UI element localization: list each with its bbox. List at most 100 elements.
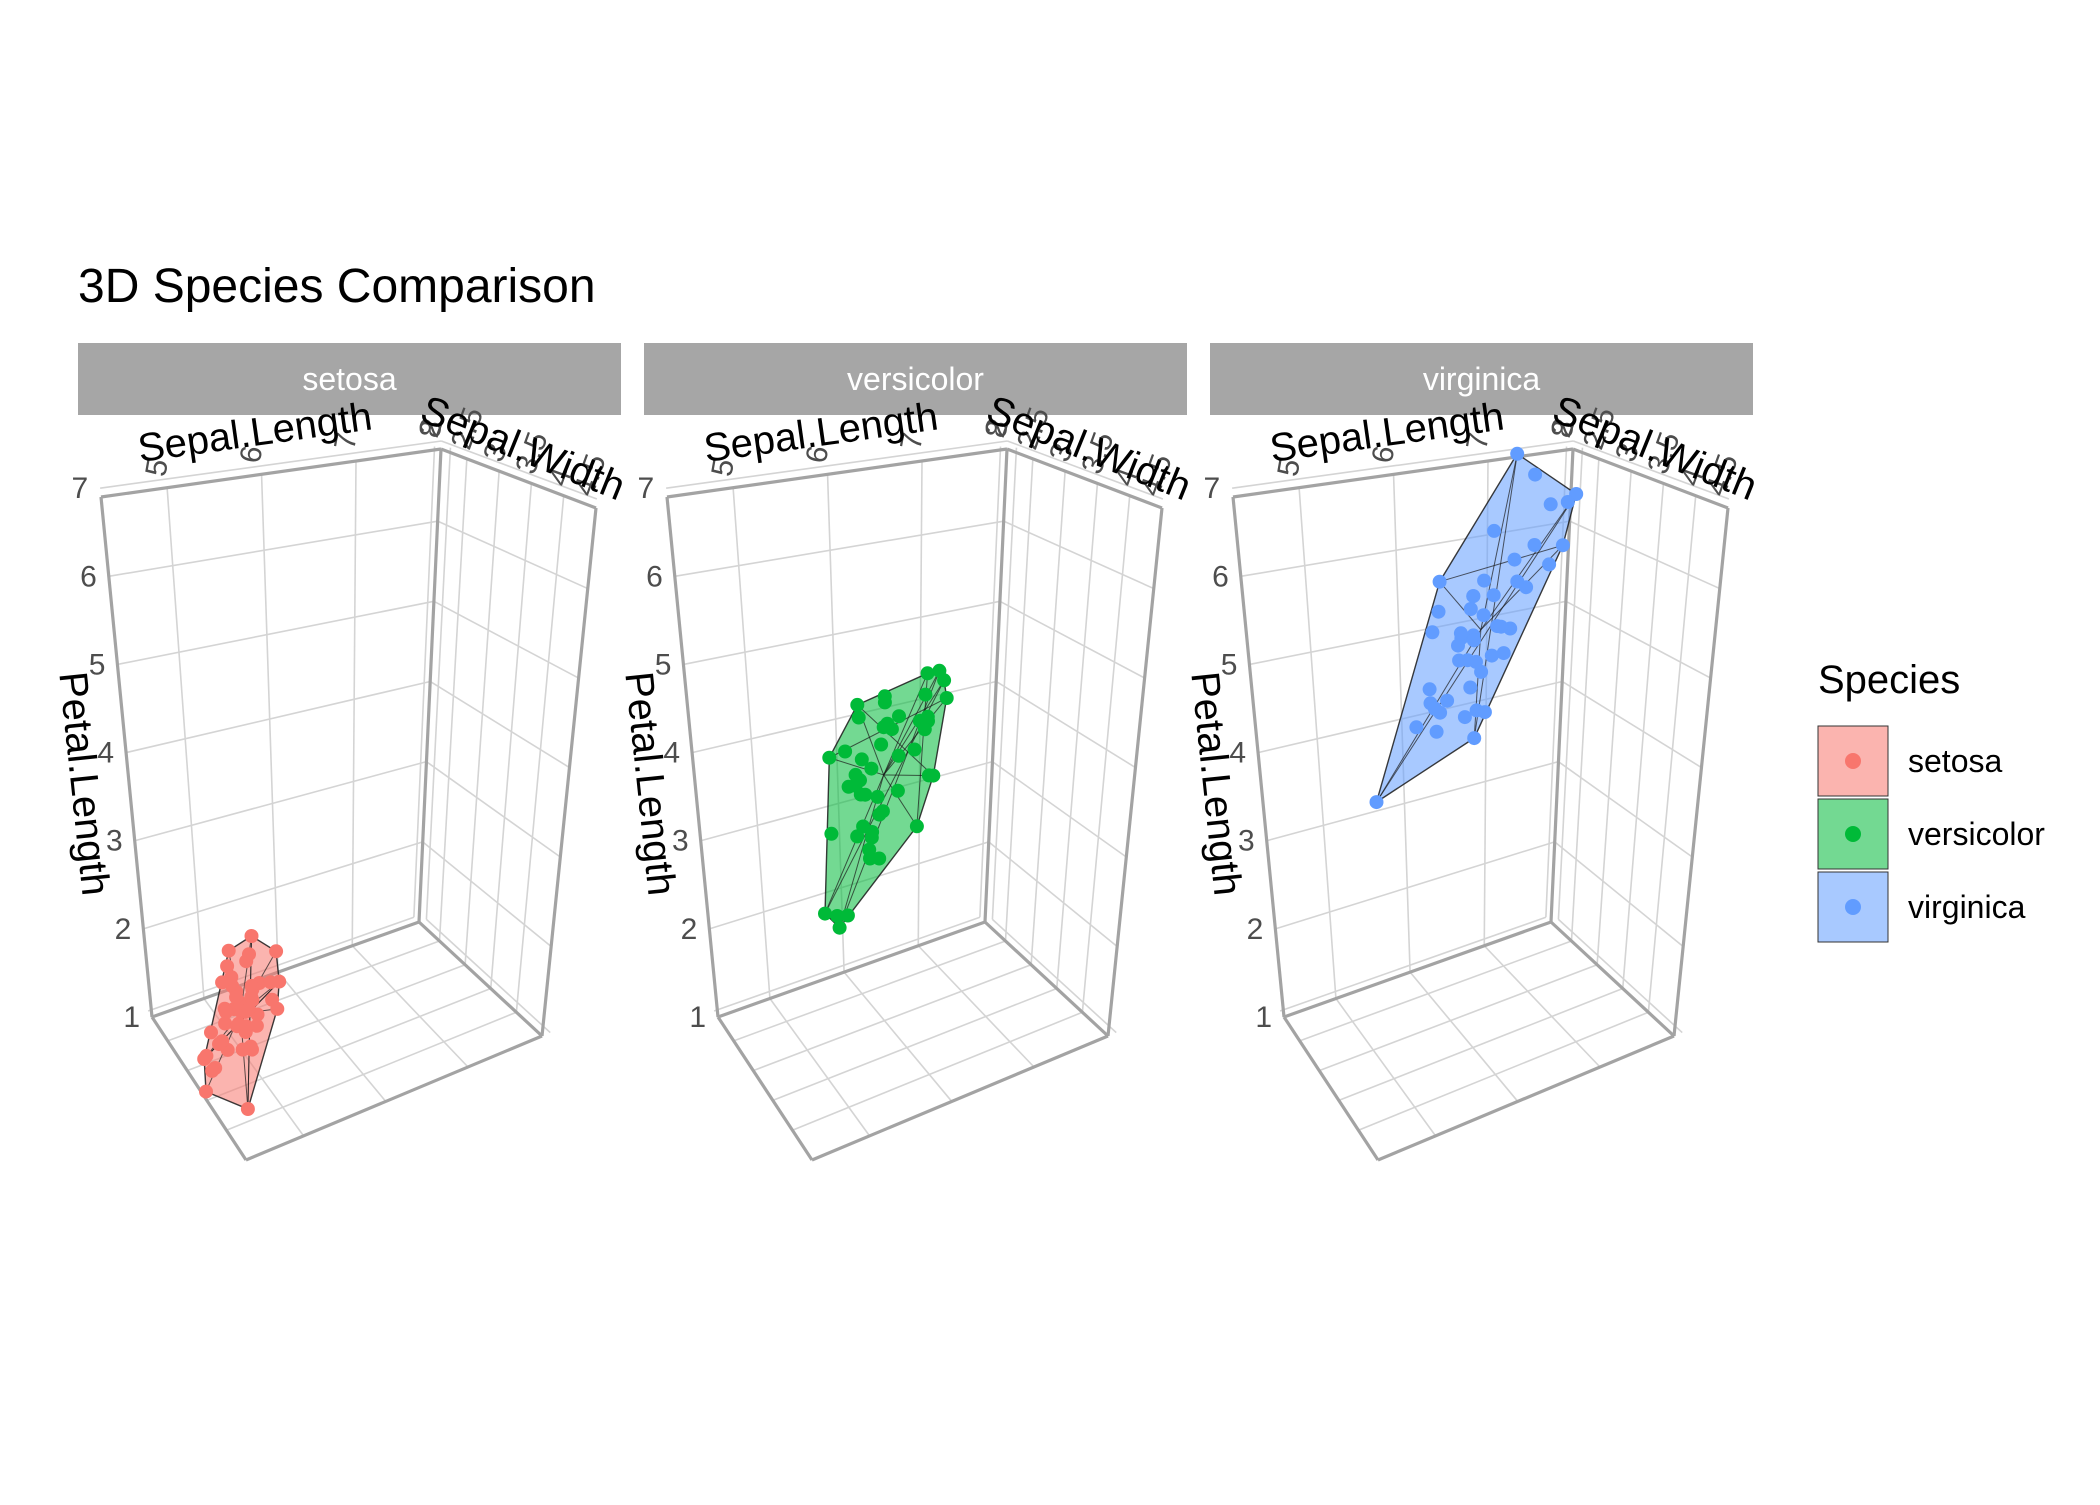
z-tick-label: 5 (1221, 648, 1238, 681)
back-wall-gridline-x (991, 447, 1018, 920)
floor-gridline-y (1318, 964, 1598, 1072)
data-point (1463, 680, 1478, 695)
data-point (249, 1018, 264, 1033)
x-tick-label: 6 (234, 443, 269, 465)
z-tick-label: 3 (1238, 825, 1255, 858)
data-point (204, 1025, 218, 1040)
x-tick-label: 7 (328, 430, 363, 452)
box-edge (417, 448, 443, 923)
floor-gridline-y (226, 1011, 517, 1131)
data-point (1477, 705, 1492, 720)
back-wall-gridline-z (666, 440, 1008, 489)
data-point (1425, 625, 1440, 640)
facet-strip: versicolor (644, 343, 1187, 415)
side-wall-gridline-y (438, 458, 468, 942)
z-tick-label: 2 (115, 913, 132, 946)
data-point (1440, 693, 1455, 708)
side-wall-gridline-y (464, 471, 500, 965)
data-point (1466, 633, 1481, 648)
box-edge (100, 447, 442, 499)
back-wall-gridline-x (260, 474, 279, 973)
panel-box-edges (99, 447, 598, 1162)
data-point (1409, 720, 1424, 735)
panel-box-edges (665, 447, 1164, 1162)
box-edge (1672, 507, 1730, 1037)
x-tick-label: 6 (1366, 443, 1401, 465)
floor-gridline-y (1279, 916, 1547, 1012)
side-wall-gridline-z (991, 761, 1127, 858)
floor-gridline-y (1358, 1011, 1649, 1131)
data-point (1429, 724, 1444, 739)
side-wall-gridline-y (489, 483, 533, 989)
data-point (840, 908, 855, 923)
data-point (854, 752, 869, 767)
z-tick-label: 4 (1229, 737, 1246, 770)
z-tick-label: 2 (1247, 913, 1264, 946)
data-point (1477, 573, 1492, 588)
data-point (832, 920, 847, 935)
box-edge (1106, 507, 1164, 1037)
facet-strip: setosa (78, 343, 621, 415)
data-point (870, 789, 885, 804)
side-wall-gridline-z (988, 841, 1118, 948)
data-point (239, 954, 254, 969)
data-point (1476, 608, 1491, 623)
box-edge (666, 447, 1008, 499)
data-point (932, 663, 947, 678)
legend-label: versicolor (1908, 816, 2045, 852)
floor-gridline-y (1299, 940, 1572, 1042)
data-point (1469, 654, 1483, 669)
z-tick-label: 6 (80, 560, 97, 593)
z-tick-label: 3 (106, 825, 123, 858)
back-wall-gridline-z (117, 600, 435, 666)
hull-wire (856, 704, 934, 776)
data-point (1422, 682, 1437, 697)
data-point (1555, 538, 1570, 553)
box-edge (1006, 447, 1163, 510)
floor-gridline-x (425, 918, 551, 1034)
data-point (1369, 795, 1384, 810)
back-wall-gridline-z (683, 600, 1001, 666)
floor-gridline-y (733, 940, 1006, 1042)
data-point (197, 1052, 212, 1066)
side-wall-gridline-y (1004, 458, 1034, 942)
x-tick-label: 6 (800, 443, 835, 465)
back-wall-gridline-z (674, 520, 1004, 578)
data-point (244, 978, 259, 993)
legend-key-point (1845, 899, 1861, 915)
panel-box-edges (1231, 447, 1730, 1162)
box-edge (540, 507, 598, 1037)
z-tick-label: 6 (646, 560, 663, 593)
back-wall-gridline-z (125, 680, 431, 754)
data-point (219, 1005, 233, 1019)
side-wall-gridline-y (1055, 483, 1099, 989)
x-tick-label: 8 (413, 418, 448, 440)
data-point (221, 943, 236, 958)
box-edge (150, 1016, 248, 1161)
z-tick-label: 2 (681, 913, 698, 946)
floor-gridline-x (1483, 945, 1601, 1068)
side-wall-gridline-z (1565, 600, 1711, 679)
data-points (197, 929, 287, 1116)
data-point (1432, 574, 1447, 589)
legend-entry-virginica: virginica (1817, 871, 2026, 943)
box-edge (1377, 1034, 1675, 1162)
side-wall-gridline-y (1570, 458, 1600, 942)
data-point (1507, 552, 1522, 567)
chart-title: 3D Species Comparison (78, 260, 596, 313)
data-point (891, 748, 906, 763)
data-point (224, 970, 239, 985)
data-point (824, 826, 839, 841)
floor-gridline-y (772, 987, 1058, 1102)
data-point (1486, 588, 1501, 603)
facet-panel-versicolor: versicolor1234567567822.533.544.5Petal.L… (616, 343, 1197, 1162)
legend-key-point (1845, 826, 1861, 842)
z-axis-title: Petal.Length (50, 670, 117, 898)
data-point (1519, 580, 1534, 595)
back-wall-gridline-x (166, 487, 205, 999)
side-wall-gridline-z (422, 841, 552, 948)
hull-wire (1439, 544, 1564, 583)
back-wall-gridline-x (351, 460, 357, 946)
facets-layer: setosa1234567567822.533.544.5Petal.Lengt… (50, 343, 1763, 1162)
back-wall-gridline-z (143, 841, 423, 930)
